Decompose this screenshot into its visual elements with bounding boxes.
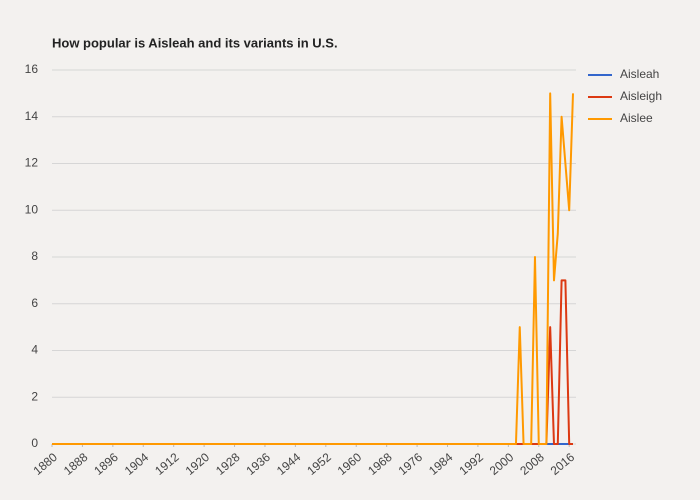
x-tick-label: 1952 bbox=[304, 450, 334, 478]
series-line bbox=[52, 279, 573, 445]
x-tick-label: 1992 bbox=[456, 450, 486, 478]
y-tick-label: 2 bbox=[31, 389, 38, 403]
x-tick-label: 1944 bbox=[274, 450, 304, 478]
x-tick-label: 1976 bbox=[396, 450, 426, 478]
x-tick-label: 1968 bbox=[365, 450, 395, 478]
x-tick-label: 1912 bbox=[152, 450, 182, 478]
x-tick-label: 1920 bbox=[183, 450, 213, 478]
x-tick-label: 2016 bbox=[548, 450, 578, 478]
y-tick-label: 16 bbox=[25, 62, 39, 76]
x-tick-label: 1888 bbox=[61, 450, 91, 478]
x-tick-label: 2000 bbox=[487, 450, 517, 478]
x-tick-label: 1984 bbox=[426, 450, 456, 478]
y-tick-label: 6 bbox=[31, 296, 38, 310]
x-tick-label: 1880 bbox=[31, 450, 61, 478]
x-tick-label: 1960 bbox=[335, 450, 365, 478]
series-line bbox=[52, 92, 574, 445]
y-tick-label: 14 bbox=[25, 109, 39, 123]
y-tick-label: 10 bbox=[25, 202, 39, 216]
x-tick-label: 1896 bbox=[91, 450, 121, 478]
y-tick-label: 12 bbox=[25, 156, 39, 170]
legend-label: Aislee bbox=[620, 111, 653, 125]
x-tick-label: 2008 bbox=[517, 450, 547, 478]
chart-title: How popular is Aisleah and its variants … bbox=[52, 35, 338, 50]
y-tick-label: 4 bbox=[31, 343, 38, 357]
y-tick-label: 8 bbox=[31, 249, 38, 263]
x-tick-label: 1928 bbox=[213, 450, 243, 478]
legend-label: Aisleigh bbox=[620, 89, 662, 103]
x-tick-label: 1936 bbox=[243, 450, 273, 478]
x-tick-label: 1904 bbox=[122, 450, 152, 478]
y-tick-label: 0 bbox=[31, 436, 38, 450]
legend-label: Aisleah bbox=[620, 67, 659, 81]
